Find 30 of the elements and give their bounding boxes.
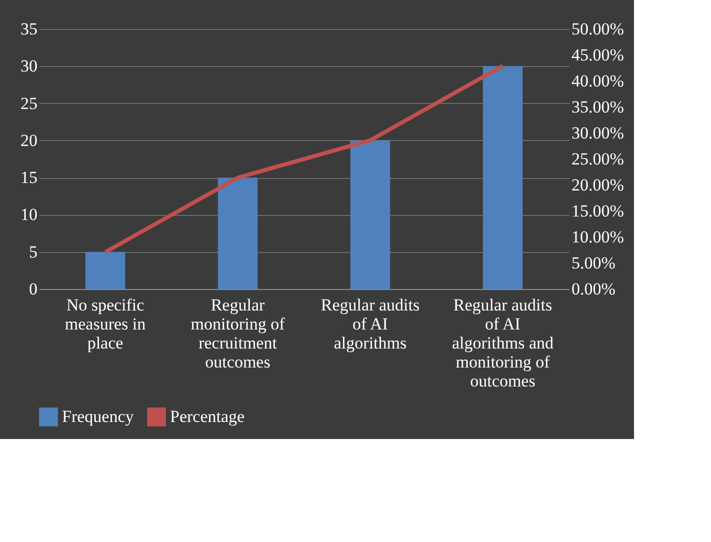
y2-tick-label: 15.00% <box>572 202 624 220</box>
bar <box>85 252 126 289</box>
y-tick-label: 5 <box>29 242 38 262</box>
y2-tick-label: 0.00% <box>572 280 616 298</box>
y2-tick-label: 40.00% <box>572 72 624 90</box>
y2-tick-label: 50.00% <box>572 20 624 38</box>
y2-tick-label: 5.00% <box>572 254 616 272</box>
legend-label: Percentage <box>170 406 245 426</box>
y2-tick-label: 30.00% <box>572 124 624 142</box>
x-tick-label: No specific measures in place <box>64 296 146 352</box>
x-tick-label: Regular monitoring of recruitment outcomes <box>190 296 286 372</box>
y2-tick-label: 35.00% <box>572 98 624 116</box>
y-tick-label: 30 <box>20 56 38 76</box>
y-tick-label: 25 <box>20 94 38 113</box>
x-tick-label: Regular audits of AI algorithms and monitoring of outcomes <box>452 296 554 390</box>
x-tick-label: Regular audits of AI algorithms <box>320 296 420 352</box>
bar <box>218 178 258 289</box>
y2-tick-label: 25.00% <box>572 150 624 168</box>
y-tick-label: 20 <box>20 130 38 150</box>
y2-tick-label: 10.00% <box>572 228 624 246</box>
y2-tick-label: 20.00% <box>572 176 624 194</box>
line-series <box>103 64 505 254</box>
y-tick-label: 0 <box>29 280 38 298</box>
bar <box>350 140 390 289</box>
bar <box>482 66 523 289</box>
y-tick-label: 10 <box>20 205 38 224</box>
y2-tick-label: 45.00% <box>572 46 624 64</box>
y-tick-label: 15 <box>20 168 38 188</box>
y-tick-label: 35 <box>20 20 38 38</box>
legend-label: Frequency <box>62 406 134 426</box>
